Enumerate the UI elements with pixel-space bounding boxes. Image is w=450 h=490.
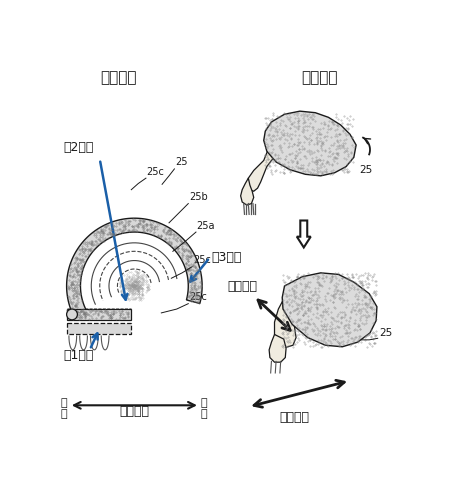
Text: 25: 25 (359, 165, 373, 175)
Text: 【図４】: 【図４】 (101, 71, 137, 85)
Polygon shape (264, 111, 356, 176)
Polygon shape (269, 335, 286, 362)
Circle shape (67, 309, 77, 320)
Text: 25b: 25b (189, 192, 208, 202)
Text: 25c: 25c (193, 255, 211, 265)
Text: 【図５】: 【図５】 (301, 71, 338, 85)
Text: 第2部分: 第2部分 (63, 141, 94, 154)
Polygon shape (275, 119, 335, 156)
Polygon shape (274, 297, 296, 347)
Text: 第3部分: 第3部分 (212, 251, 242, 264)
Text: 第1部分: 第1部分 (63, 349, 94, 362)
Polygon shape (241, 178, 254, 205)
Polygon shape (284, 282, 328, 320)
Text: 25c: 25c (147, 167, 165, 176)
Text: 左右方向: 左右方向 (119, 405, 149, 418)
FancyArrow shape (297, 220, 310, 247)
Text: 25: 25 (379, 328, 392, 338)
Text: 左右方向: 左右方向 (279, 411, 310, 424)
Polygon shape (282, 273, 377, 347)
Polygon shape (248, 126, 333, 191)
Text: 内
側: 内 側 (60, 397, 67, 419)
Text: 25c: 25c (189, 292, 207, 302)
Polygon shape (67, 323, 130, 334)
Text: 25a: 25a (197, 220, 215, 230)
Polygon shape (67, 218, 202, 320)
Text: 25: 25 (175, 157, 188, 168)
Text: 外
側: 外 側 (200, 397, 207, 419)
Text: 前後方向: 前後方向 (227, 280, 257, 293)
Polygon shape (67, 309, 130, 320)
